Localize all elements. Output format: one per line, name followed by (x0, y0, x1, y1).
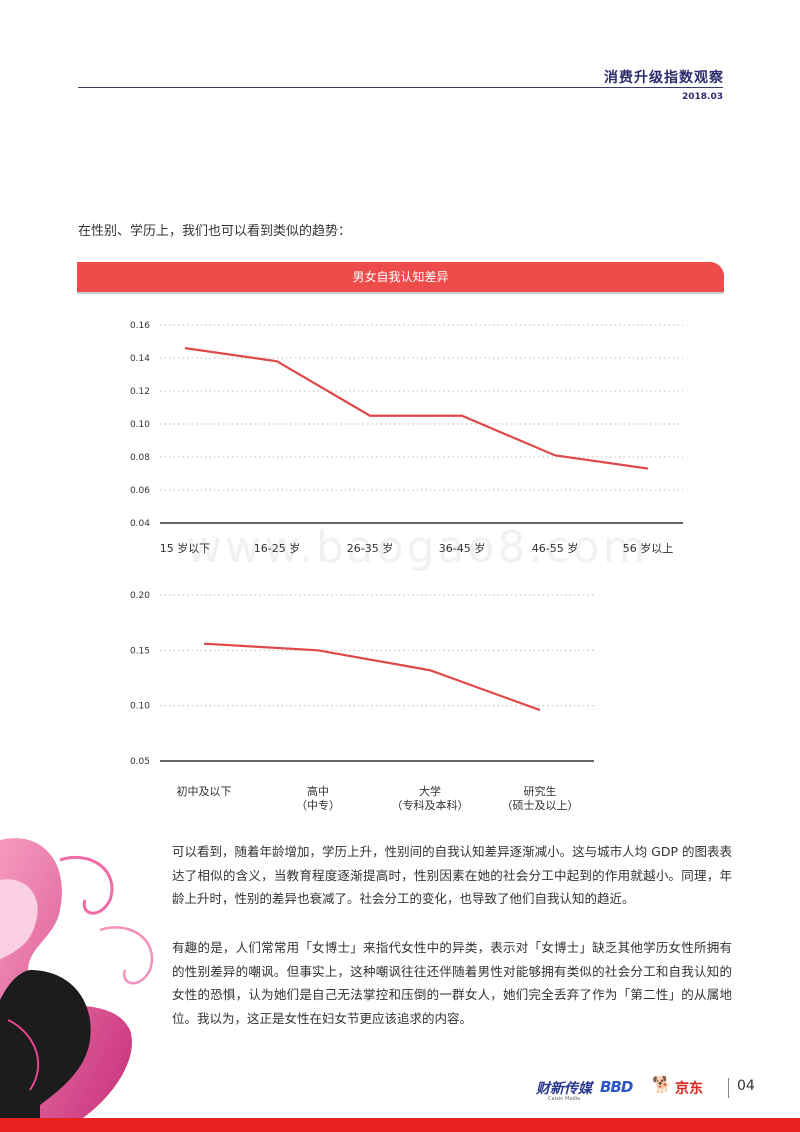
header-rule (78, 87, 723, 88)
y-tick-label: 0.16 (130, 321, 150, 331)
x-tick-label: （专科及本科） (392, 798, 469, 812)
intro-text: 在性别、学历上，我们也可以看到类似的趋势： (78, 224, 352, 239)
watermark: www.baogao8.com (186, 522, 649, 573)
y-tick-label: 0.15 (130, 646, 150, 656)
decorative-hair-silhouette-illustration (0, 838, 154, 1120)
y-tick-label: 0.20 (130, 591, 150, 601)
footer-separator (728, 1078, 729, 1098)
y-tick-label: 0.06 (130, 486, 150, 496)
education-line-chart: 0.05 0.10 0.15 0.20 初中及以下 高中（中专） 大学（专科及本科） 研究生（… (130, 591, 594, 812)
chart-banner: 男女自我认知差异 (77, 262, 724, 294)
y-tick-label: 0.10 (130, 420, 150, 430)
jd-dog-icon: 🐕 (652, 1075, 672, 1094)
x-tick-label: （硕士及以上） (502, 799, 579, 812)
header-date: 2018.03 (682, 92, 723, 102)
x-tick-label: 高中 (307, 784, 329, 798)
x-tick-label: 56 岁以上 (623, 541, 674, 555)
y-tick-label: 0.14 (130, 354, 150, 364)
y-tick-label: 0.05 (130, 757, 150, 767)
y-tick-label: 0.12 (130, 387, 150, 397)
x-tick-label: 研究生 (524, 784, 557, 798)
caixin-logo-sub: Caixin Media (548, 1096, 581, 1102)
age-line-chart: 0.04 0.06 0.08 0.10 0.12 0.14 0.16 15 岁以下 16-25 … (130, 321, 683, 555)
x-tick-label: 46-55 岁 (532, 541, 578, 555)
x-tick-label: 15 岁以下 (160, 541, 211, 555)
x-tick-label: （中专） (296, 798, 340, 812)
y-tick-label: 0.08 (130, 453, 150, 463)
x-tick-label: 36-45 岁 (439, 541, 485, 555)
paragraph-1: 可以看到，随着年龄增加，学历上升，性别间的自我认知差异逐渐减小。这与城市人均 G… (172, 844, 732, 906)
x-tick-label: 26-35 岁 (347, 541, 393, 555)
header-title: 消费升级指数观察 (604, 70, 724, 86)
x-tick-label: 大学 (419, 784, 441, 798)
x-tick-label: 16-25 岁 (254, 541, 300, 555)
series-line (203, 642, 541, 712)
caixin-logo: 财新传媒 (536, 1081, 592, 1097)
jd-logo: 京东 (675, 1081, 703, 1097)
y-tick-label: 0.04 (130, 519, 150, 529)
y-tick-label: 0.10 (130, 702, 150, 712)
bbd-logo: BBD (600, 1078, 633, 1096)
paragraph-2: 有趣的是，人们常常用「女博士」来指代女性中的异类，表示对「女博士」缺乏其他学历女… (172, 940, 732, 1026)
footer-bar (0, 1118, 800, 1132)
page-number: 04 (737, 1078, 755, 1094)
series-line (184, 347, 649, 470)
x-tick-label: 初中及以下 (177, 784, 232, 798)
